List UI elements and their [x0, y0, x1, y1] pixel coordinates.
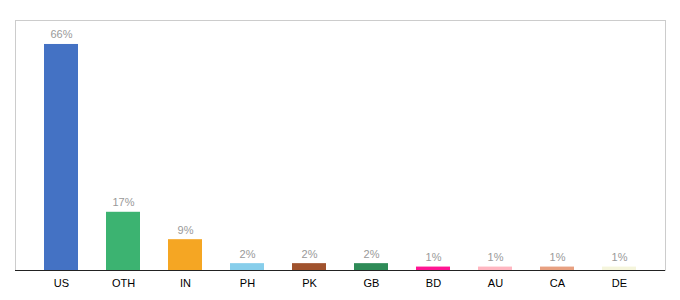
svg-text:AU: AU	[488, 277, 503, 289]
svg-text:17%: 17%	[112, 196, 134, 208]
svg-text:GB: GB	[364, 277, 380, 289]
svg-text:DE: DE	[612, 277, 627, 289]
svg-text:2%: 2%	[240, 248, 256, 260]
svg-text:1%: 1%	[550, 251, 566, 263]
svg-text:US: US	[54, 277, 69, 289]
svg-text:9%: 9%	[178, 224, 194, 236]
svg-text:1%: 1%	[426, 251, 442, 263]
svg-text:1%: 1%	[612, 251, 628, 263]
svg-text:PK: PK	[302, 277, 317, 289]
svg-text:66%: 66%	[50, 28, 72, 40]
svg-text:2%: 2%	[364, 248, 380, 260]
svg-text:PH: PH	[240, 277, 255, 289]
svg-text:OTH: OTH	[112, 277, 135, 289]
svg-text:1%: 1%	[488, 251, 504, 263]
svg-text:BD: BD	[426, 277, 441, 289]
svg-text:CA: CA	[550, 277, 566, 289]
svg-text:IN: IN	[180, 277, 191, 289]
svg-text:2%: 2%	[302, 248, 318, 260]
